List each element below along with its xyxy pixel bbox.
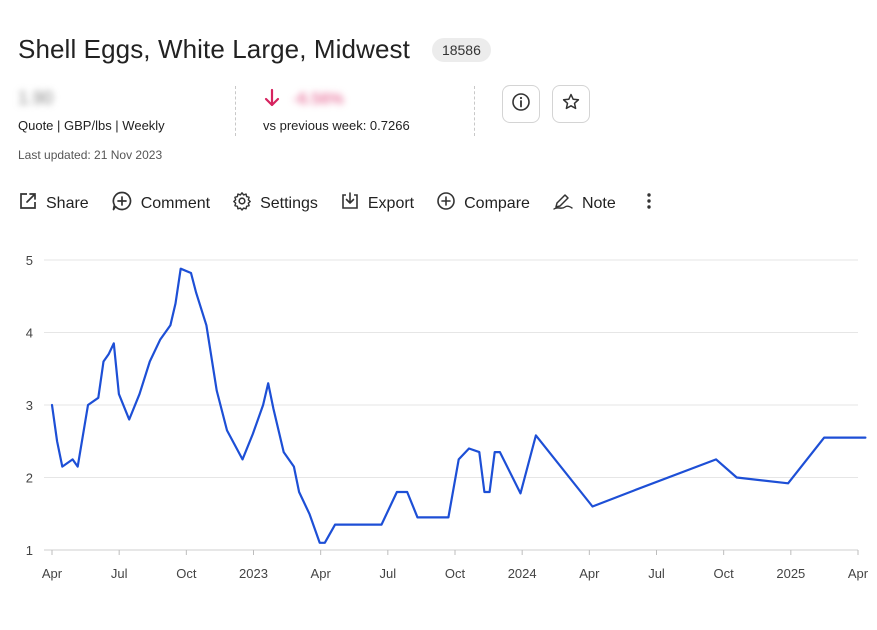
x-tick-label: Oct	[445, 566, 466, 581]
x-tick-label: Apr	[311, 566, 332, 581]
share-icon	[18, 191, 46, 216]
y-axis: 1 2 3 4 5	[26, 253, 33, 558]
line-chart: 1 2 3 4 5 Apr Jul Oct 2023 Apr Jul Oct 2024 Apr Jul Oc…	[26, 253, 869, 581]
y-tick-label: 2	[26, 471, 33, 486]
series-id-badge: 18586	[431, 37, 491, 62]
y-tick-label: 3	[26, 398, 33, 413]
y-tick-label: 4	[26, 326, 33, 341]
export-button[interactable]: Export	[340, 191, 414, 216]
comment-button[interactable]: Comment	[111, 190, 210, 217]
change-percent: -6.56%	[293, 91, 344, 108]
divider	[474, 86, 475, 136]
more-vertical-icon	[644, 193, 654, 215]
x-axis: Apr Jul Oct 2023 Apr Jul Oct 2024 Apr Jul Oct 2025 A…	[42, 550, 869, 581]
change-block: -6.56% vs previous week: 0.7266	[263, 88, 410, 133]
info-icon	[511, 92, 531, 117]
x-tick-label: Jul	[648, 566, 665, 581]
y-tick-label: 1	[26, 543, 33, 558]
quote-block: 1.90 Quote | GBP/lbs | Weekly	[18, 88, 165, 133]
compare-label: Compare	[464, 194, 530, 212]
share-button[interactable]: Share	[18, 191, 89, 216]
change-meta: vs previous week: 0.7266	[263, 118, 410, 133]
download-icon	[340, 191, 368, 216]
compare-button[interactable]: Compare	[436, 191, 530, 216]
share-label: Share	[46, 194, 89, 212]
x-tick-label: 2025	[776, 566, 805, 581]
arrow-down-icon	[263, 88, 281, 113]
settings-label: Settings	[260, 194, 318, 212]
export-label: Export	[367, 194, 415, 212]
divider	[235, 86, 236, 136]
x-tick-label: Apr	[579, 566, 600, 581]
comment-icon	[111, 190, 141, 217]
star-icon	[561, 92, 581, 117]
pencil-icon	[552, 191, 582, 216]
quote-value: 1.90	[18, 88, 54, 108]
toolbar: Share Comment Settings Export Compare No…	[18, 190, 654, 217]
x-tick-label: Jul	[111, 566, 128, 581]
info-button[interactable]	[502, 85, 540, 123]
x-tick-label: Jul	[380, 566, 397, 581]
x-tick-label: Oct	[176, 566, 197, 581]
settings-button[interactable]: Settings	[232, 191, 318, 216]
x-tick-label: Apr	[848, 566, 869, 581]
plus-circle-icon	[436, 191, 464, 216]
favorite-button[interactable]	[552, 85, 590, 123]
x-tick-label: Oct	[714, 566, 735, 581]
gear-icon	[232, 191, 260, 216]
x-tick-label: 2023	[239, 566, 268, 581]
title-row: Shell Eggs, White Large, Midwest 18586	[18, 34, 491, 65]
x-tick-label: Apr	[42, 566, 63, 581]
series-line	[50, 267, 867, 544]
page-title: Shell Eggs, White Large, Midwest	[18, 34, 410, 64]
note-label: Note	[581, 194, 616, 212]
more-options-button[interactable]	[644, 191, 654, 216]
chart-grid	[44, 259, 858, 551]
quote-meta: Quote | GBP/lbs | Weekly	[18, 118, 165, 133]
last-updated: Last updated: 21 Nov 2023	[18, 148, 163, 162]
y-tick-label: 5	[26, 253, 33, 268]
x-tick-label: 2024	[508, 566, 537, 581]
note-button[interactable]: Note	[552, 191, 616, 216]
comment-label: Comment	[140, 194, 211, 212]
